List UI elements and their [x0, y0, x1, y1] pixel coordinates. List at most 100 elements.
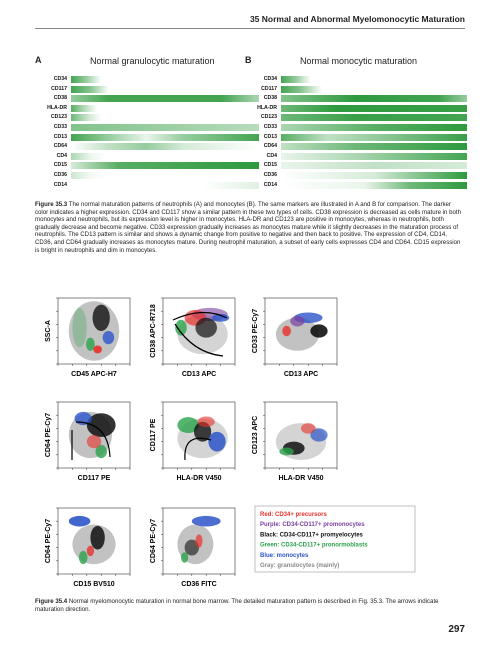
marker-label: CD34: [263, 76, 277, 82]
event-cloud: [195, 317, 217, 338]
marker-label: CD34: [53, 76, 67, 82]
event-cloud: [90, 525, 105, 550]
event-cloud: [310, 428, 328, 442]
expression-bar: [71, 143, 259, 151]
marker-label: CD36: [53, 172, 67, 178]
event-cloud: [197, 416, 215, 428]
event-cloud: [184, 539, 199, 556]
x-axis-label: CD15 BV510: [73, 581, 114, 588]
marker-label: CD117: [51, 85, 67, 92]
event-cloud: [211, 313, 230, 322]
expression-bar: [71, 124, 259, 131]
expression-bar: [281, 124, 467, 131]
x-axis-label: CD45 APC-H7: [71, 371, 117, 378]
event-cloud: [279, 447, 294, 456]
expression-bar: [71, 152, 259, 160]
y-axis-label: CD64 PE-Cy7: [45, 413, 52, 457]
expression-bar: [71, 85, 259, 93]
legend-entry: Red: CD34+ precursors: [260, 512, 328, 518]
flow-plot: CD13 APC CD33 PE-Cy7: [252, 297, 338, 378]
expression-bar: [281, 152, 467, 160]
marker-label: CD33: [263, 124, 277, 130]
expression-bar: [71, 76, 259, 83]
x-axis-label: CD117 PE: [78, 475, 111, 482]
caption-text: The normal maturation patterns of neutro…: [35, 201, 461, 254]
y-axis-label: CD64 PE-Cy7: [45, 519, 52, 563]
x-axis-label: CD13 APC: [284, 371, 318, 378]
expression-bar: [71, 114, 259, 122]
caption-35-4: Figure 35.4 Normal myelomonocytic matura…: [35, 598, 465, 613]
flow-plot: HLA-DR V450 CD117 PE: [150, 401, 236, 482]
expression-bar: [281, 172, 467, 179]
expression-bar: [281, 181, 467, 189]
marker-label: CD38: [263, 95, 277, 102]
y-axis-label: CD64 PE-Cy7: [150, 519, 157, 563]
marker-label: HLA-DR: [257, 104, 277, 111]
event-cloud: [290, 315, 305, 327]
marker-label: CD64: [53, 143, 67, 150]
marker-label: CD38: [53, 95, 67, 102]
event-cloud: [102, 331, 115, 345]
expression-bar: [71, 95, 259, 103]
event-cloud: [310, 324, 328, 338]
y-axis-label: CD33 PE-Cy7: [252, 309, 259, 353]
y-axis-label: CD38 APC-R718: [150, 304, 157, 358]
flow-plot: CD13 APC CD38 APC-R718: [150, 297, 236, 378]
flow-plot: CD36 FITC CD64 PE-Cy7: [150, 507, 236, 588]
marker-label: CD13: [53, 133, 67, 140]
event-cloud: [301, 423, 316, 434]
flow-plot: HLA-DR V450 CD123 APC: [252, 401, 338, 482]
event-cloud: [86, 545, 94, 557]
y-axis-label: CD117 PE: [150, 418, 157, 451]
marker-label: CD36: [263, 172, 277, 178]
caption-text: Normal myelomonocytic maturation in norm…: [35, 598, 439, 613]
page-number: 297: [448, 624, 465, 635]
event-cloud: [208, 431, 226, 452]
panel-label: A: [35, 55, 42, 65]
event-cloud: [78, 550, 88, 565]
marker-label: CD123: [50, 114, 67, 121]
marker-label: CD15: [53, 162, 67, 169]
panel-title: Normal monocytic maturation: [300, 56, 418, 66]
event-cloud: [86, 337, 95, 351]
event-cloud: [175, 319, 187, 336]
marker-label: CD15: [263, 162, 277, 169]
expression-bar: [281, 143, 467, 151]
marker-label: HLA-DR: [47, 104, 67, 111]
caption-label: Figure 35.4: [35, 598, 68, 605]
marker-label: CD14: [53, 181, 67, 188]
x-axis-label: CD36 FITC: [181, 581, 216, 588]
event-cloud: [86, 435, 102, 449]
expression-bar: [281, 104, 467, 112]
caption-label: Figure 35.3: [35, 201, 68, 208]
marker-label: CD123: [260, 114, 277, 121]
maturation-arrow: [184, 437, 212, 461]
flow-plot: CD117 PE CD64 PE-Cy7: [45, 401, 131, 482]
event-cloud: [191, 515, 221, 527]
expression-bar: [71, 104, 259, 112]
x-axis-label: HLA-DR V450: [176, 475, 221, 482]
legend-entry: Black: CD34-CD117+ promyelocytes: [260, 532, 364, 538]
marker-label: CD4: [266, 152, 277, 159]
expression-bar: [281, 76, 467, 83]
flow-plot: CD45 APC-H7 SSC-A: [45, 297, 131, 378]
maturation-arrow: [71, 421, 111, 460]
event-cloud: [86, 413, 116, 437]
panel-title: Normal granulocytic maturation: [90, 56, 215, 66]
legend-entry: Blue: monocytes: [260, 553, 309, 559]
event-cloud: [95, 444, 107, 459]
expression-bar: [71, 162, 259, 170]
event-cloud: [74, 411, 92, 426]
expression-bar: [71, 181, 259, 189]
marker-label: CD33: [53, 124, 67, 130]
legend-entry: Gray: granulocytes (mainly): [260, 563, 339, 569]
header-rule: [35, 28, 465, 29]
event-cloud: [195, 534, 203, 548]
event-cloud: [177, 417, 199, 434]
marker-label: CD13: [263, 133, 277, 140]
expression-bar: [281, 85, 467, 93]
maturation-arrow: [172, 311, 228, 357]
legend-entry: Green: CD34-CD117+ pronormoblasts: [260, 543, 368, 549]
